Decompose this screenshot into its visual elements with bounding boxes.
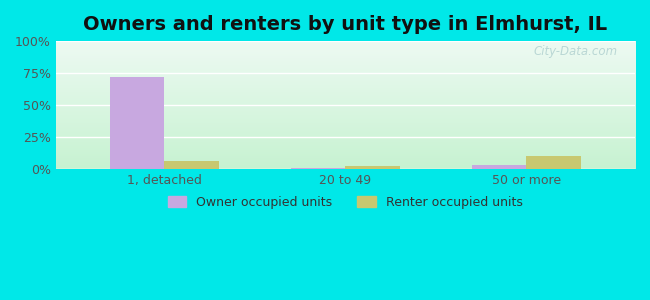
Bar xyxy=(345,166,400,169)
Legend: Owner occupied units, Renter occupied units: Owner occupied units, Renter occupied un… xyxy=(162,191,528,214)
Bar xyxy=(526,156,580,169)
Bar xyxy=(164,161,218,169)
Bar xyxy=(110,77,164,169)
Title: Owners and renters by unit type in Elmhurst, IL: Owners and renters by unit type in Elmhu… xyxy=(83,15,608,34)
Text: City-Data.com: City-Data.com xyxy=(534,45,618,58)
Bar xyxy=(472,165,526,169)
Bar xyxy=(291,168,345,169)
